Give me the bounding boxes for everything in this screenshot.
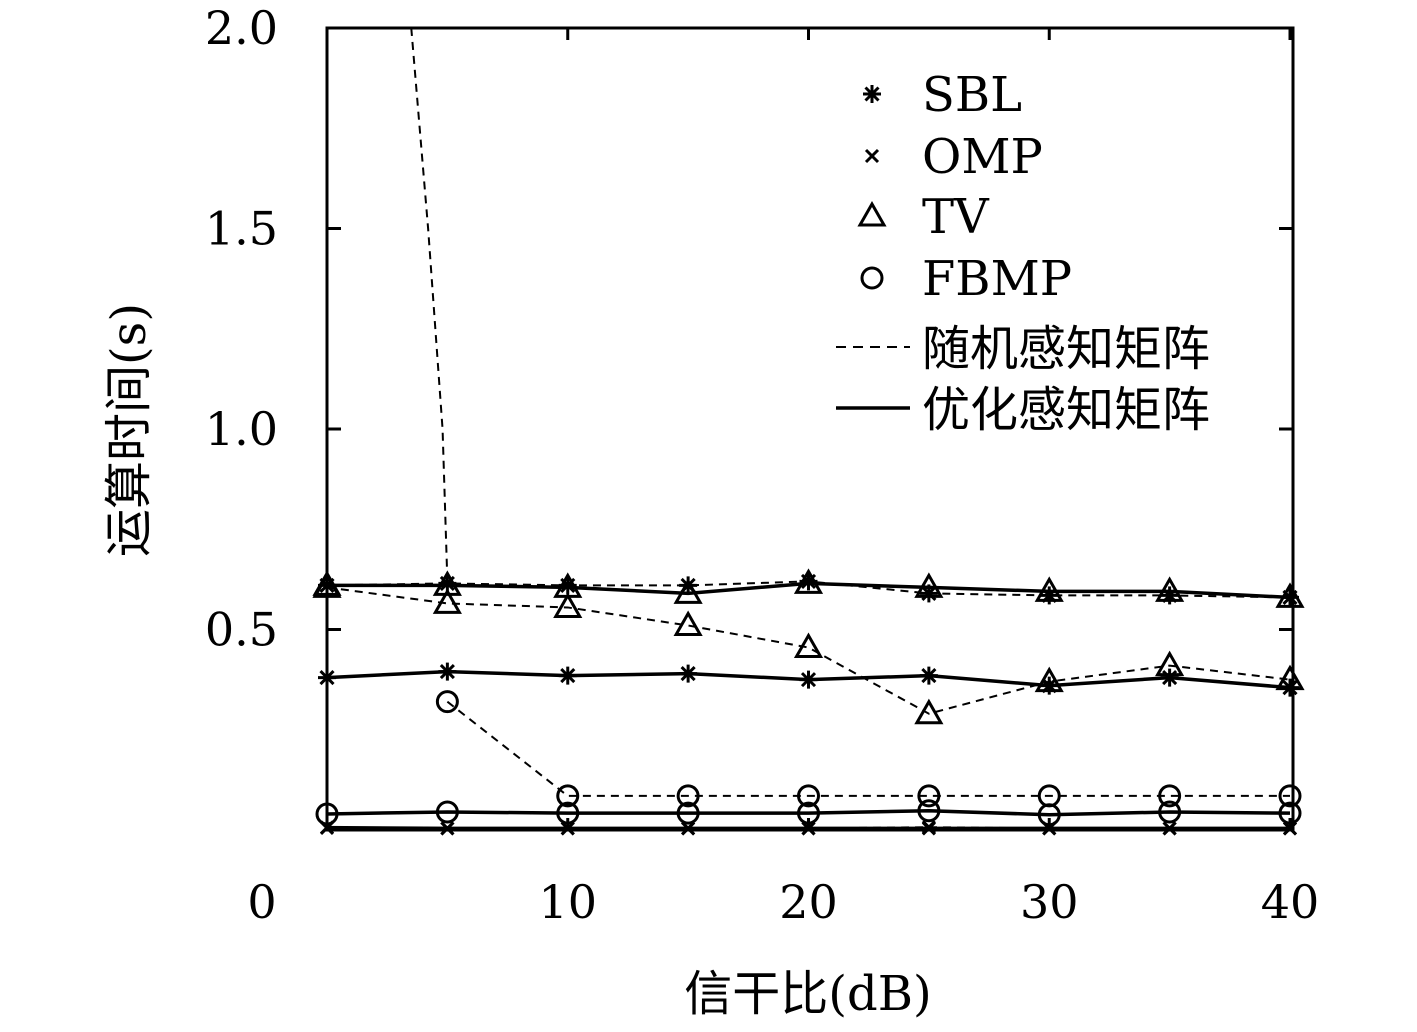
data-point-fbmp — [315, 802, 339, 826]
data-point-fbmp — [1158, 800, 1182, 824]
y-tick-label: 0.5 — [205, 603, 278, 657]
data-point-tv — [673, 578, 703, 604]
data-point-sbl — [799, 670, 818, 689]
data-point-tv — [793, 568, 824, 594]
series-line-tv-dashed — [410, 27, 449, 582]
data-point-fbmp — [1278, 801, 1302, 825]
series-markers — [312, 568, 1305, 836]
data-point-tv — [1034, 576, 1064, 602]
legend-label-fbmp: FBMP — [922, 251, 1072, 307]
data-point-fbmp — [917, 799, 941, 823]
legend-label-tv: TV — [922, 189, 990, 245]
data-point-fbmp — [676, 784, 700, 808]
x-tick-label: 10 — [538, 875, 597, 929]
legend-label-omp: OMP — [922, 129, 1043, 185]
y-tick-label: 1.0 — [205, 402, 278, 456]
legend-marker-sbl — [863, 85, 881, 103]
data-point-fbmp — [435, 800, 459, 824]
data-point-tv — [1034, 666, 1064, 693]
data-point-tv — [1155, 650, 1185, 677]
data-point-omp — [560, 821, 575, 836]
legend-marker-omp — [864, 148, 880, 164]
data-point-tv — [553, 592, 583, 618]
data-point-omp — [1282, 821, 1298, 836]
data-point-sbl — [919, 666, 938, 685]
series-line-fbmp-solid — [326, 809, 1291, 817]
data-point-tv — [673, 610, 703, 636]
legend-label-sbl: SBL — [922, 67, 1022, 123]
data-point-sbl — [558, 666, 577, 685]
data-point-tv — [553, 572, 583, 598]
data-point-omp — [681, 821, 696, 836]
data-point-fbmp — [1037, 803, 1061, 827]
data-point-omp — [1162, 821, 1177, 836]
legend-marker-tv — [857, 200, 887, 227]
data-point-tv — [312, 570, 342, 596]
tick-labels: 0 10 20 30 40 0.5 1.0 1.5 2.0 — [205, 1, 1319, 929]
data-point-tv — [793, 632, 824, 659]
data-point-tv — [1155, 576, 1185, 602]
data-point-tv — [1275, 582, 1305, 608]
x-tick-label: 0 — [247, 875, 276, 929]
data-point-sbl — [438, 662, 457, 681]
x-tick-label: 20 — [779, 875, 838, 929]
x-tick-label: 40 — [1261, 875, 1320, 929]
axis-ticks — [325, 26, 1293, 830]
y-tick-label: 1.5 — [205, 202, 278, 256]
data-point-tv — [432, 588, 462, 614]
data-point-fbmp — [676, 801, 700, 825]
y-axis-title: 运算时间(s) — [101, 303, 157, 557]
series-line-fbmp-dashed — [446, 700, 1290, 797]
data-point-fbmp — [797, 801, 820, 825]
data-point-tv — [914, 698, 944, 725]
data-point-fbmp — [556, 784, 580, 808]
series-line-tv-dashed — [326, 586, 1291, 715]
data-point-fbmp — [797, 784, 820, 808]
data-point-omp — [440, 821, 455, 836]
data-point-tv — [1275, 664, 1305, 691]
x-tick-label: 30 — [1020, 875, 1079, 929]
data-point-tv — [914, 572, 944, 598]
x-axis-title: 信干比(dB) — [684, 966, 931, 1022]
data-point-omp — [801, 821, 816, 836]
legend-marker-fbmp — [860, 266, 884, 290]
data-point-fbmp — [1158, 784, 1182, 808]
legend-label-dashed: 随机感知矩阵 — [922, 321, 1210, 377]
y-tick-label: 2.0 — [205, 1, 278, 55]
data-point-fbmp — [556, 801, 580, 825]
data-point-fbmp — [435, 690, 459, 714]
data-point-fbmp — [1278, 784, 1302, 808]
data-point-sbl — [1160, 668, 1179, 687]
data-point-omp — [921, 821, 936, 836]
data-point-sbl — [318, 668, 336, 687]
data-point-sbl — [679, 664, 698, 683]
data-point-tv — [432, 570, 462, 596]
legend-label-solid: 优化感知矩阵 — [922, 382, 1210, 438]
data-point-fbmp — [917, 784, 941, 808]
